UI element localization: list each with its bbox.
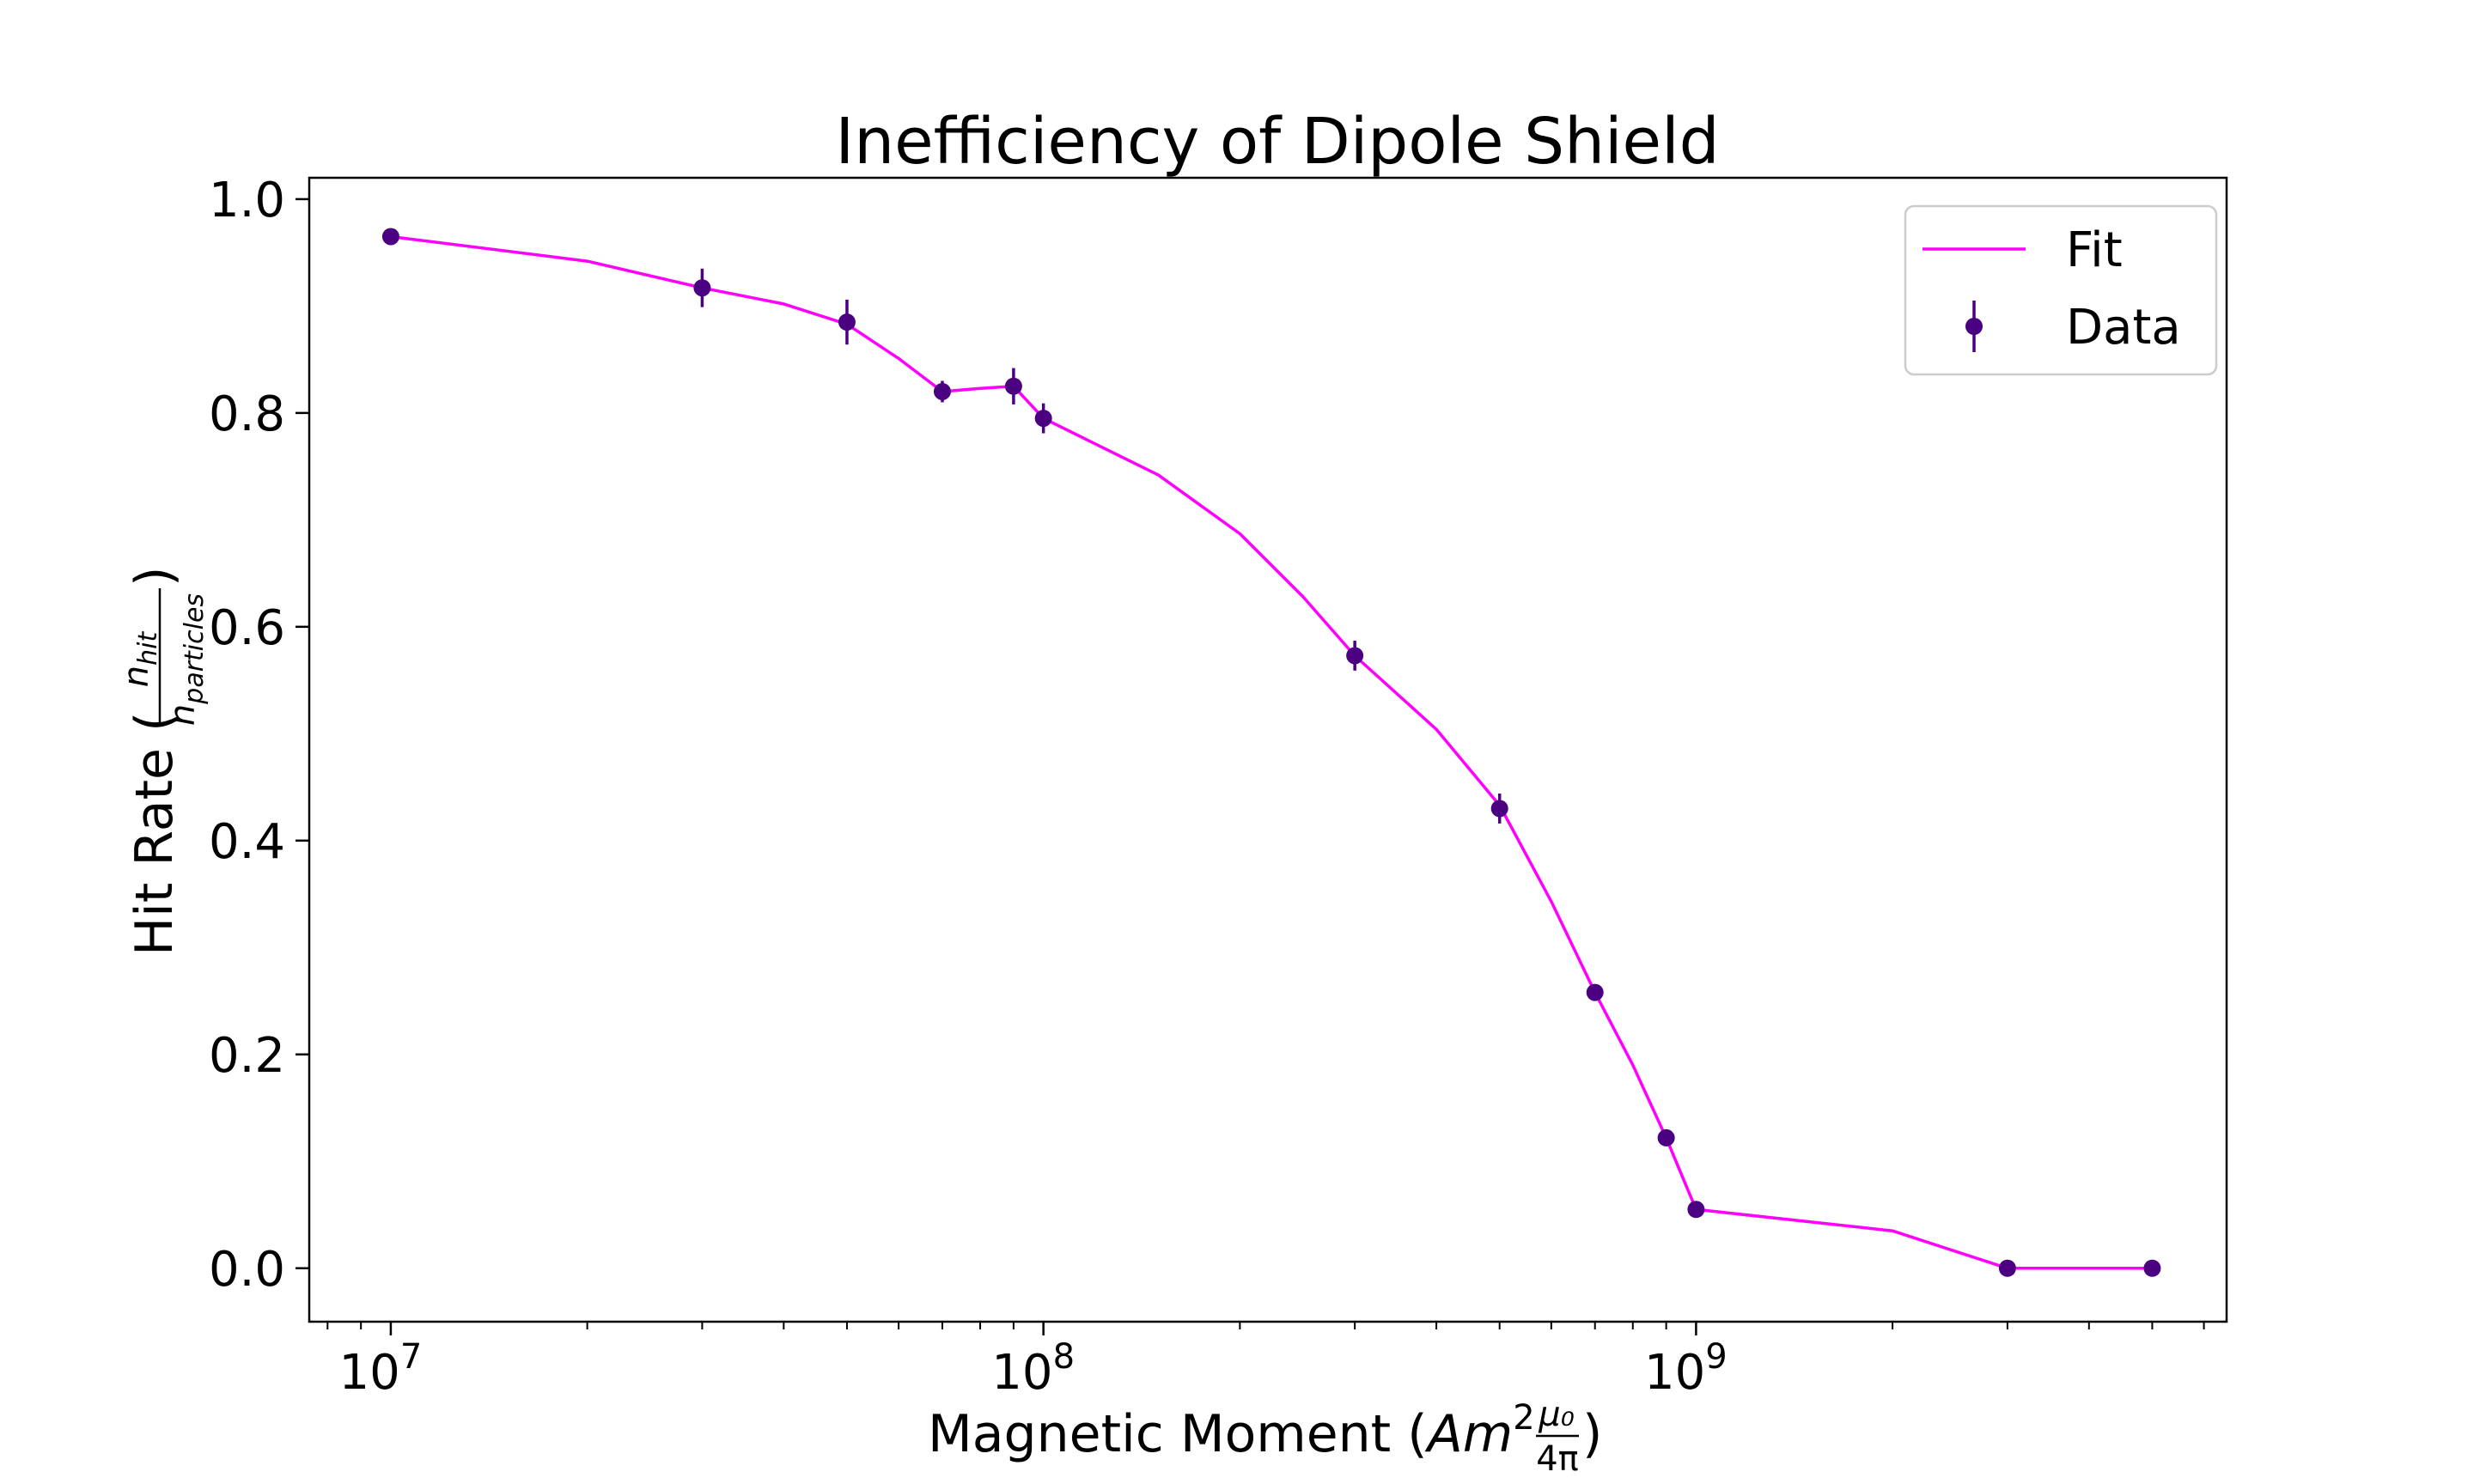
data-point [1586,983,1604,1001]
data-point [933,382,951,400]
chart-title: Inefficiency of Dipole Shield [835,105,1719,179]
y-axis-label-frac-num: nhit [117,631,163,688]
y-tick-label: 0.0 [209,1242,285,1298]
data-point [1034,410,1052,428]
y-tick-label: 1.0 [209,173,285,228]
x-axis-ticks: 107 108 109 [339,1322,1728,1401]
x-tick-label: 107 [339,1337,423,1401]
data-point [1004,377,1022,395]
y-axis-label-frac-den: nparticles [163,593,210,726]
x-tick-label: 109 [1644,1337,1728,1401]
data-point [838,313,856,331]
x-minor-ticks [326,1322,2205,1329]
legend: Fit Data [1904,204,2218,376]
data-point [1687,1201,1705,1219]
data-point [2143,1259,2161,1277]
legend-data-marker [1965,318,1983,335]
data-point [1657,1128,1675,1146]
y-tick-label: 0.8 [209,386,285,442]
x-tick-label: 108 [991,1337,1075,1401]
x-axis-label-text: Magnetic Moment ( [928,1404,1428,1464]
y-axis-label: Hit Rate ( nhit nparticles ) [117,567,210,956]
data-point [1346,647,1364,665]
data-point [693,279,711,297]
x-axis-label-frac-num: μ₀ [1538,1395,1574,1434]
x-axis-label-sup: 2 [1513,1398,1534,1438]
svg-text:Magnetic Moment (Am2: Magnetic Moment (Am2 [928,1398,1535,1464]
legend-fit-label: Fit [2066,222,2123,278]
x-axis-label: Magnetic Moment (Am2 μ₀ 4π ) [928,1395,1602,1479]
data-series [381,228,2161,1277]
data-point [1998,1259,2016,1277]
x-axis-label-math: Am [1424,1404,1514,1464]
legend-data-label: Data [2066,300,2181,356]
plot-area [308,176,2228,1323]
y-tick-label: 0.6 [209,600,285,656]
data-point [381,228,399,246]
y-tick-label: 0.4 [209,814,285,870]
y-axis-label-close: ) [125,567,185,587]
y-tick-label: 0.2 [209,1028,285,1084]
y-axis-ticks: 0.0 0.2 0.4 0.6 0.8 1.0 [209,173,309,1298]
fit-series [390,234,2153,1270]
y-axis-label-text: Hit Rate ( [125,712,185,956]
svg-text:Hit Rate (: Hit Rate ( [125,712,185,956]
data-point [1490,800,1508,818]
fit-line [390,234,2153,1270]
x-axis-label-close: ) [1582,1404,1602,1464]
x-axis-label-frac-den: 4π [1536,1439,1579,1479]
